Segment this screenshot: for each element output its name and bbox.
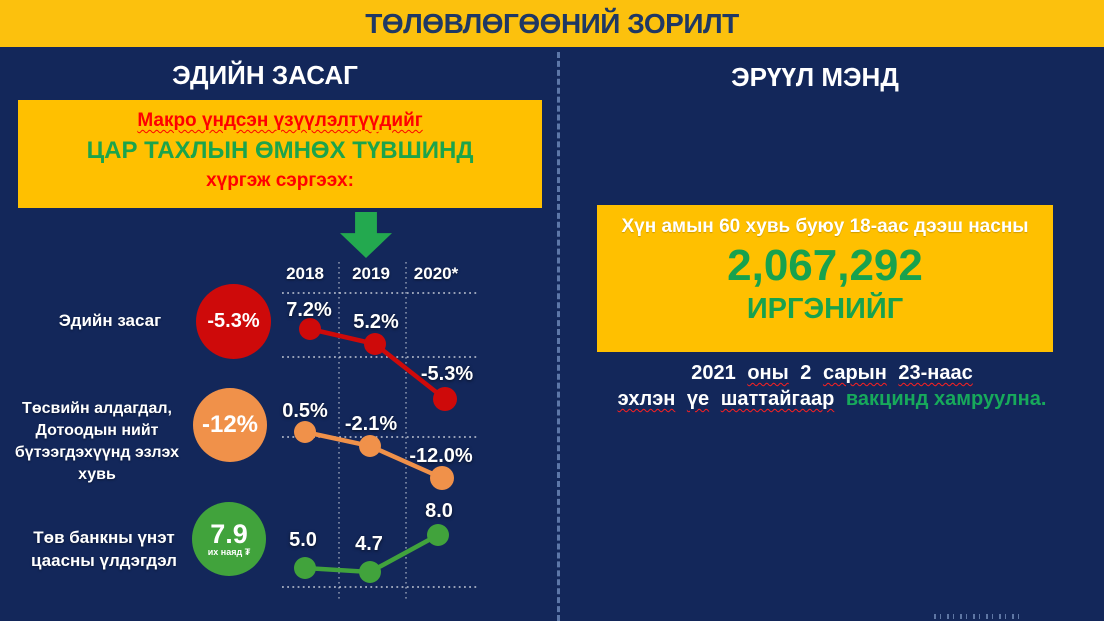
economy-point-2020	[433, 387, 457, 411]
point-label-bank-2019: 4.7	[355, 533, 383, 555]
year-header-2019: 2019	[352, 264, 390, 283]
badge-bank-unit: их наяд ₮	[207, 547, 251, 557]
schedule-line-1: 2021 оны 2 сарын 23-наас	[562, 360, 1102, 386]
row-label-bank: Төв банкны үнэт цаасны үлдэгдэл	[18, 526, 190, 572]
macro-goal-box: Макро үндсэн үзүүлэлтүүдийг ЦАР ТАХЛЫН Ө…	[18, 100, 542, 208]
point-label-economy-2020: -5.3%	[420, 363, 474, 385]
bank-point-2019	[359, 561, 381, 583]
schedule-word-saryn: сарын	[822, 362, 887, 384]
left-section-heading: ЭДИЙН ЗАСАГ	[172, 60, 358, 90]
section-divider	[557, 52, 560, 621]
badge-bank: 7.9 их наяд ₮	[192, 502, 266, 576]
schedule-word-ue: үе	[686, 388, 710, 410]
row-label-budget-line-2: Дотоодын нийт	[35, 422, 159, 439]
bank-point-2018	[294, 557, 316, 579]
schedule-word-2021: 2021	[691, 362, 736, 384]
target-citizens: ИРГЭНИЙГ	[746, 293, 904, 325]
point-label-economy-2018: 7.2%	[286, 299, 332, 321]
schedule-line-2: эхлэн үе шаттайгаар вакцинд хамруулна.	[562, 386, 1102, 412]
row-label-economy: Эдийн засаг	[58, 311, 162, 330]
row-label-budget-line-1: Төсвийн алдагдал,	[22, 400, 172, 417]
goal-line-1: Макро үндсэн үзүүлэлтүүдийг	[137, 110, 423, 131]
row-label-budget-line-3: бүтээгдэхүүнд эзлэх	[14, 444, 180, 461]
point-label-bank-2020: 8.0	[425, 500, 453, 522]
point-label-bank-2018: 5.0	[289, 529, 317, 551]
row-label-budget-line-4: хувь	[78, 466, 116, 483]
schedule-word-shattaigaar: шаттайгаар	[720, 388, 835, 410]
row-label-budget: Төсвийн алдагдал, Дотоодын нийт бүтээгдэ…	[8, 398, 186, 486]
badge-budget: -12%	[193, 388, 267, 462]
point-label-budget-2018: 0.5%	[282, 400, 328, 422]
title-banner: ТӨЛӨВЛӨГӨӨНИЙ ЗОРИЛТ	[0, 0, 1104, 47]
down-arrow-icon	[340, 212, 392, 258]
year-header-2018: 2018	[286, 264, 324, 283]
schedule-word-ehlen: эхлэн	[617, 388, 676, 410]
target-number: 2,067,292	[727, 241, 923, 290]
row-label-bank-line-1: Төв банкны үнэт	[33, 528, 175, 547]
vaccination-target-box: Хүн амын 60 хувь буюу 18-аас дээш насны …	[597, 205, 1053, 352]
right-section-heading: ЭРҮҮЛ МЭНД	[731, 62, 899, 92]
point-label-budget-2020: -12.0%	[409, 445, 473, 467]
target-intro: Хүн амын 60 хувь буюу 18-аас дээш насны	[621, 216, 1029, 237]
schedule-word-23: 23-наас	[898, 362, 973, 384]
badge-bank-value: 7.9	[210, 519, 248, 549]
economy-point-2019	[364, 333, 386, 355]
schedule-word-ony: оны	[747, 362, 789, 384]
schedule-word-2: 2	[800, 362, 812, 384]
vaccination-schedule-text: 2021 оны 2 сарын 23-наас эхлэн үе шаттай…	[562, 360, 1102, 412]
row-label-bank-line-2: цаасны үлдэгдэл	[31, 551, 177, 570]
badge-economy-value: -5.3%	[207, 310, 260, 332]
year-header-2020: 2020*	[413, 264, 459, 283]
badge-budget-value: -12%	[201, 411, 259, 438]
goal-line-3: хүргэж сэргээх:	[206, 170, 354, 191]
budget-point-2018	[294, 421, 316, 443]
point-label-economy-2019: 5.2%	[353, 311, 399, 333]
goal-line-2: ЦАР ТАХЛЫН ӨМНӨХ ТҮВШИНД	[86, 137, 474, 164]
budget-point-2019	[359, 435, 381, 457]
page-title: ТӨЛӨВЛӨГӨӨНИЙ ЗОРИЛТ	[365, 7, 739, 39]
bank-point-2020	[427, 524, 449, 546]
badge-economy: -5.3%	[196, 284, 271, 359]
schedule-vaccine-phrase: вакцинд хамруулна.	[845, 388, 1047, 410]
budget-point-2020	[430, 466, 454, 490]
point-label-budget-2019: -2.1%	[344, 413, 398, 435]
clipped-watermark	[934, 614, 1020, 619]
